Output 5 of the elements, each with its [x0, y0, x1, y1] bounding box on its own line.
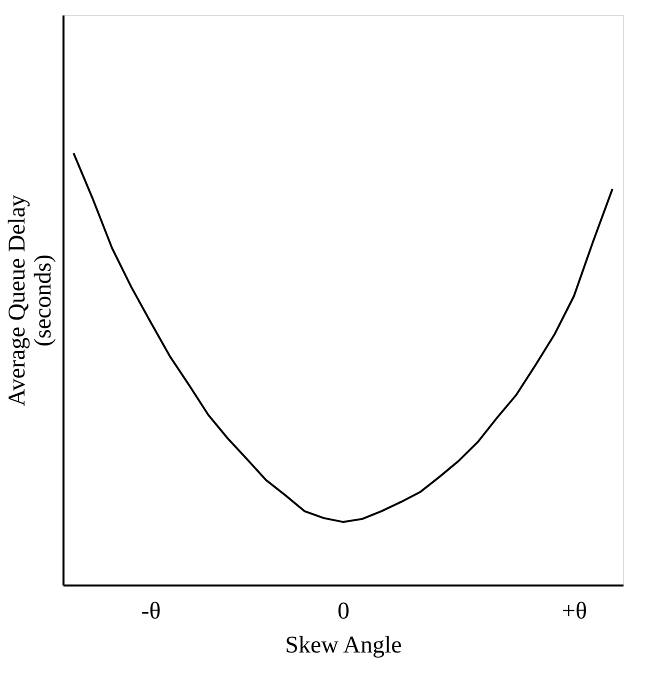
x-axis-title: Skew Angle — [285, 632, 402, 658]
x-tick-label: +θ — [562, 598, 587, 624]
x-tick-label: 0 — [338, 598, 350, 624]
y-axis-title: Average Queue Delay (seconds) — [4, 194, 56, 406]
x-tick-label: -θ — [141, 598, 161, 624]
